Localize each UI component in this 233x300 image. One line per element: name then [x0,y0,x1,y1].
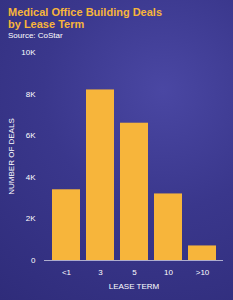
svg-text:10: 10 [164,268,173,277]
svg-text:0: 0 [31,256,36,265]
svg-text:5: 5 [132,268,137,277]
svg-text:NUMBER OF DEALS: NUMBER OF DEALS [7,118,16,194]
svg-text:>10: >10 [196,268,210,277]
svg-text:2K: 2K [26,214,36,223]
svg-text:3: 3 [98,268,103,277]
svg-text:8K: 8K [26,90,36,99]
svg-text:<1: <1 [62,268,72,277]
svg-text:10K: 10K [21,48,36,57]
svg-text:LEASE TERM: LEASE TERM [109,282,160,291]
svg-text:4K: 4K [26,173,36,182]
svg-text:6K: 6K [26,131,36,140]
html-text:Source: CoStar: Source: CoStar [8,31,63,40]
html-text:Medical Office Building Deals: Medical Office Building Deals by Lease T… [8,6,162,30]
